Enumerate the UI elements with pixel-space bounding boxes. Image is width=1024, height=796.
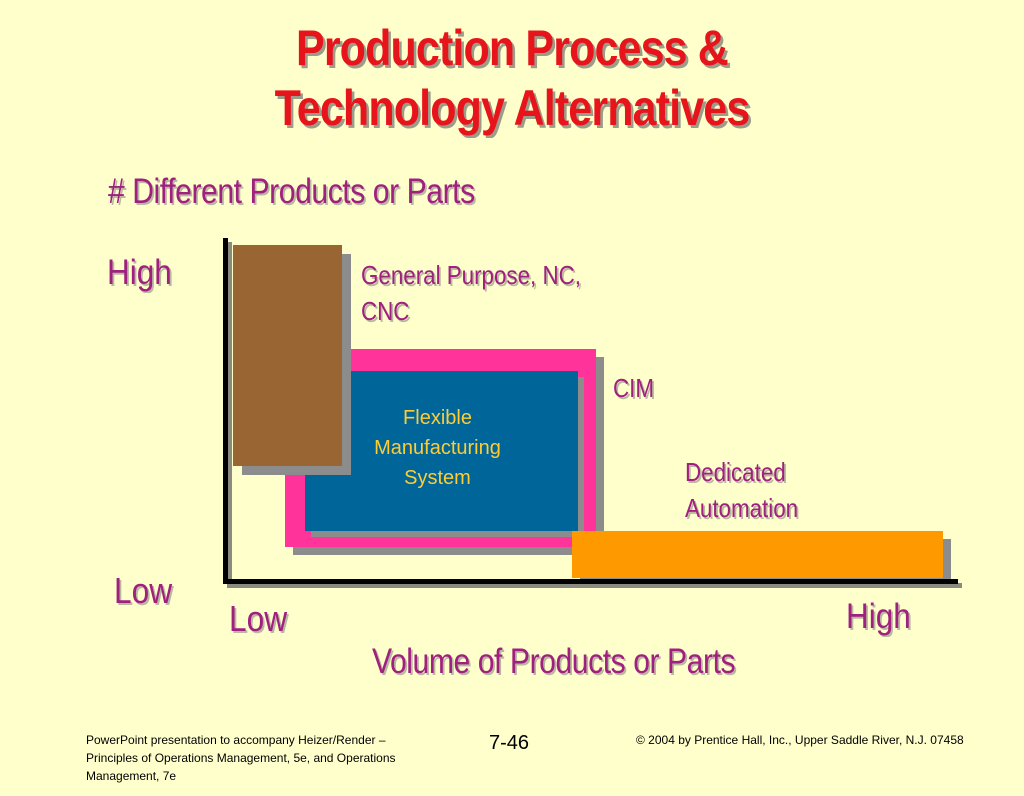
x-axis-title: Volume of Products or Parts (372, 642, 736, 681)
general-purpose-label: General Purpose, NC, CNC (361, 257, 581, 329)
y-axis-low-label: Low (114, 570, 173, 611)
cim-label: CIM (613, 373, 654, 403)
x-axis-high-label: High (846, 597, 911, 636)
x-axis-line (223, 579, 958, 584)
y-axis-high-label: High (107, 253, 172, 292)
general-purpose-box (233, 245, 342, 466)
general-purpose-label-line-2: CNC (361, 296, 410, 326)
y-axis-title: # Different Products or Parts (108, 172, 475, 211)
title-line-2: Technology Alternatives (274, 80, 751, 136)
fms-label: Flexible Manufacturing System (374, 407, 501, 489)
y-axis-line (223, 238, 228, 584)
dedicated-automation-label-line-2: Automation (685, 493, 799, 523)
dedicated-automation-label: Dedicated Automation (685, 454, 798, 526)
footer-citation: PowerPoint presentation to accompany Hei… (86, 733, 396, 783)
fms-box: Flexible Manufacturing System (305, 371, 578, 531)
title-line-1: Production Process & (295, 20, 729, 76)
dedicated-automation-box (572, 531, 943, 578)
x-axis-low-label: Low (229, 598, 288, 639)
footer-copyright: © 2004 by Prentice Hall, Inc., Upper Sad… (636, 733, 964, 747)
slide-title: Production Process & Technology Alternat… (72, 18, 953, 138)
dedicated-automation-label-line-1: Dedicated (685, 457, 786, 487)
general-purpose-label-line-1: General Purpose, NC, (361, 260, 581, 290)
slide-number: 7-46 (489, 732, 530, 754)
